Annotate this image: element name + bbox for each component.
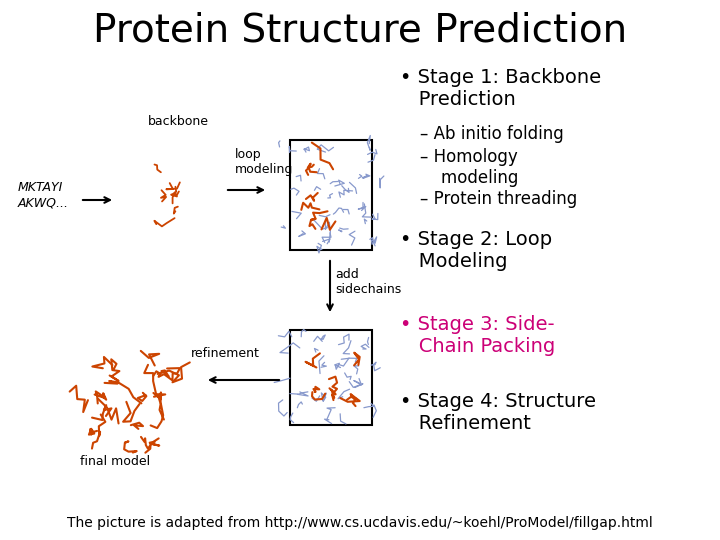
Text: loop
modeling: loop modeling [235,148,293,176]
Text: refinement: refinement [191,347,259,360]
Bar [290,140,372,250]
Text: • Stage 2: Loop
   Modeling: • Stage 2: Loop Modeling [400,230,552,271]
Text: • Stage 1: Backbone
   Prediction: • Stage 1: Backbone Prediction [400,68,601,109]
Bar [290,330,372,425]
Text: Protein Structure Prediction: Protein Structure Prediction [93,12,627,50]
Text: • Stage 3: Side-
   Chain Packing: • Stage 3: Side- Chain Packing [400,315,555,356]
Text: – Ab initio folding: – Ab initio folding [420,125,564,143]
Text: final model: final model [80,455,150,468]
Text: • Stage 4: Structure
   Refinement: • Stage 4: Structure Refinement [400,392,596,433]
Text: MKTAYI
AKWQ...: MKTAYI AKWQ... [18,181,69,209]
Text: backbone: backbone [148,115,209,128]
Text: – Homology
    modeling: – Homology modeling [420,148,518,187]
Text: – Protein threading: – Protein threading [420,190,577,208]
Text: The picture is adapted from http://www.cs.ucdavis.edu/~koehl/ProModel/fillgap.ht: The picture is adapted from http://www.c… [67,516,653,530]
Text: add
sidechains: add sidechains [335,268,401,296]
